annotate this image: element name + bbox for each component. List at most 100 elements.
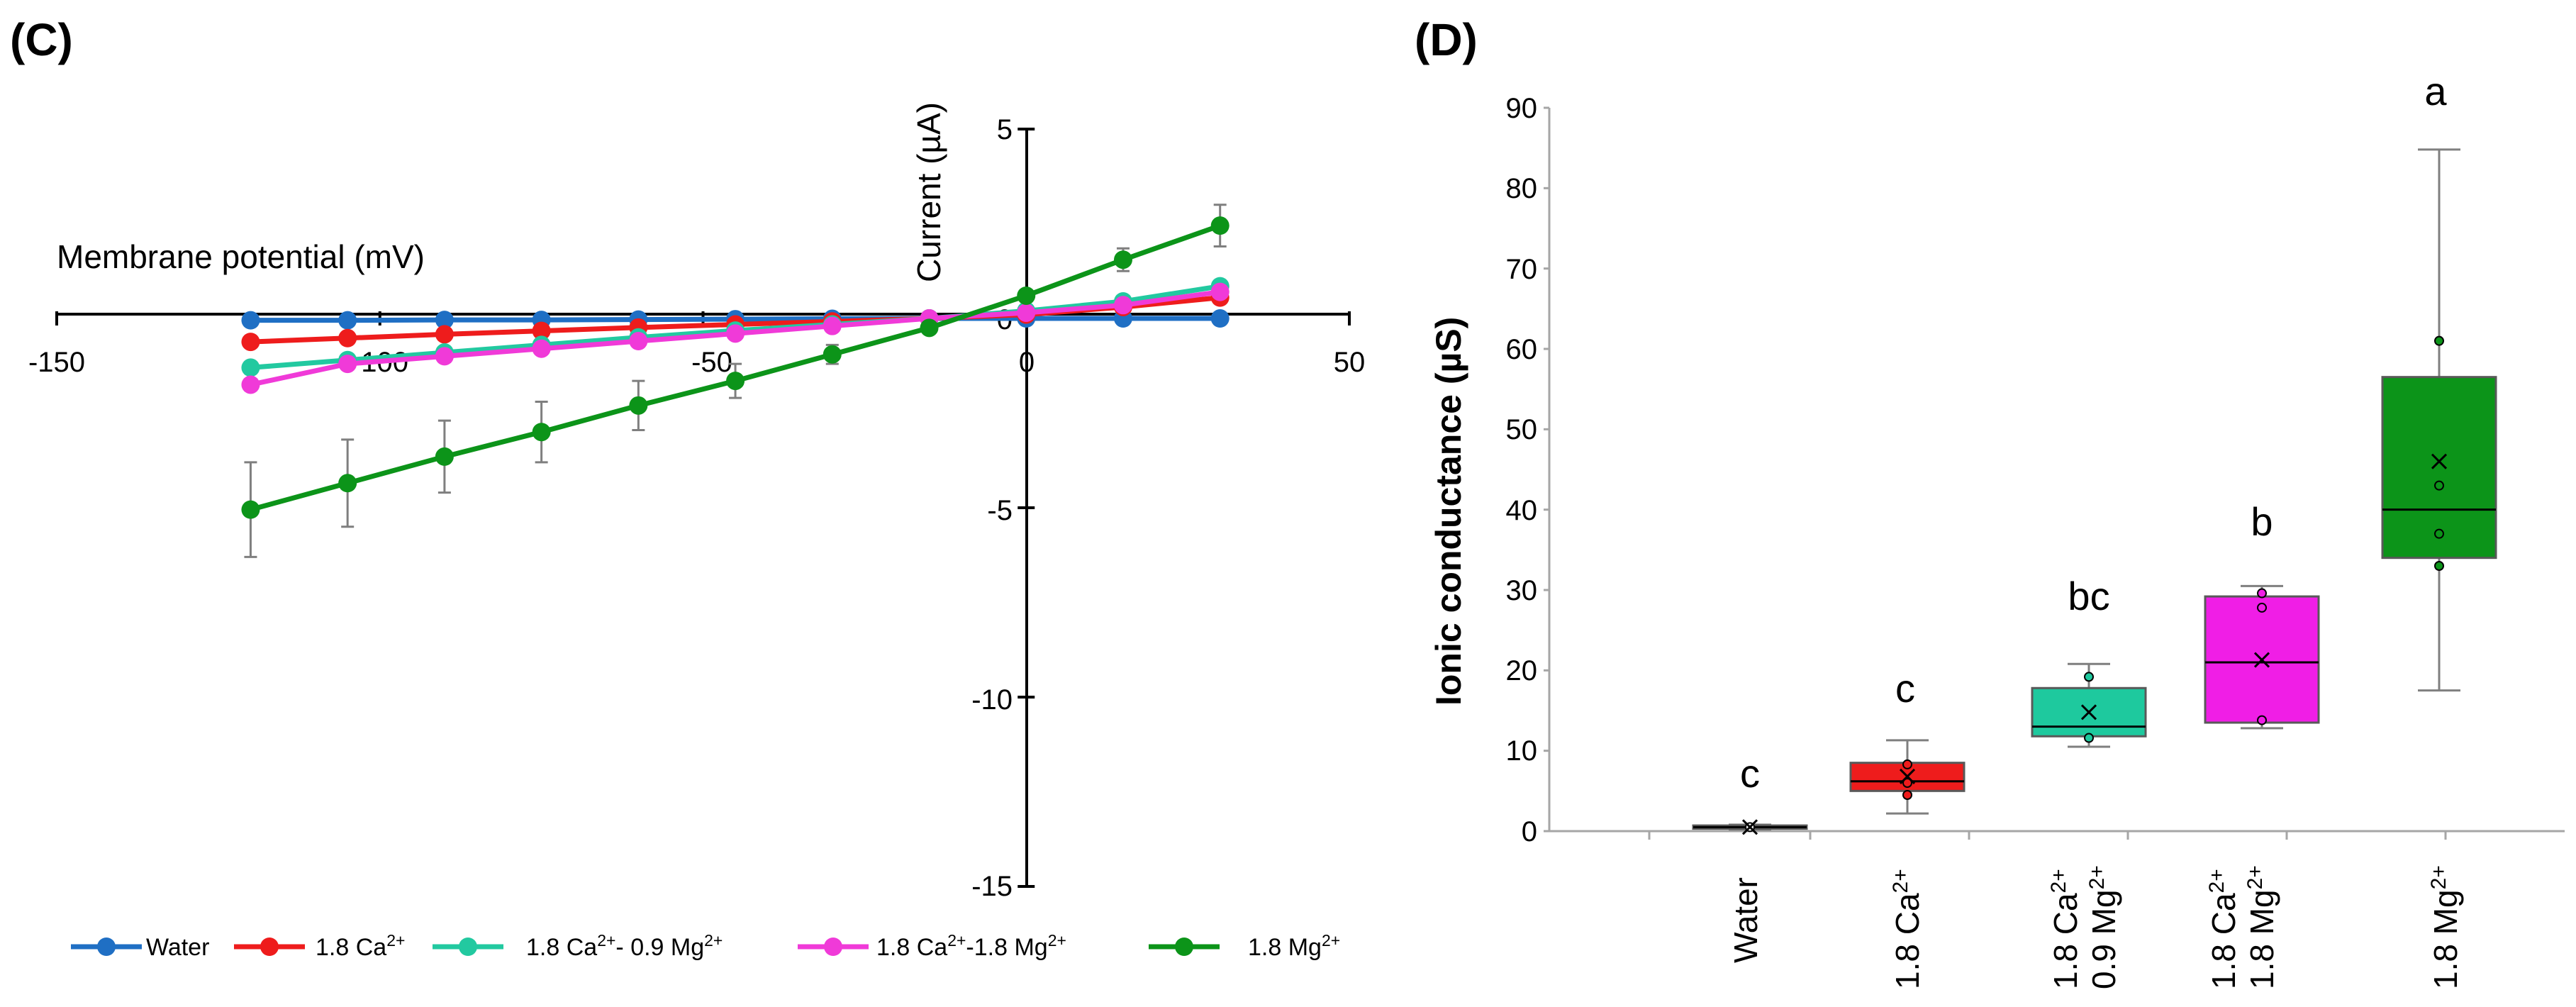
- legend-marker: [260, 938, 279, 956]
- d-box-group: [1692, 148, 2497, 835]
- legend-marker: [824, 938, 842, 956]
- category-label: Water: [1727, 877, 1764, 963]
- y-axis-title: Current (µA): [910, 102, 947, 282]
- mean-marker: [1741, 819, 1758, 835]
- x-tick-label: 50: [1334, 347, 1366, 378]
- data-point: [1902, 778, 1912, 788]
- data-point: [1113, 296, 1132, 315]
- d-y-tick-label: 70: [1506, 254, 1538, 285]
- x-axis-title: Membrane potential (mV): [57, 238, 425, 275]
- data-point: [241, 358, 260, 377]
- data-point: [338, 474, 357, 493]
- data-point: [532, 423, 551, 442]
- data-point: [1902, 759, 1912, 769]
- panel-d-label: (D): [1415, 14, 1478, 65]
- data-point: [338, 355, 357, 374]
- legend-label: 1.8 Ca2+- 0.9 Mg2+: [526, 931, 723, 961]
- category-label: 1.8 Mg2+: [2243, 865, 2280, 989]
- data-point: [2084, 733, 2094, 743]
- data-point: [241, 333, 260, 352]
- data-point: [2434, 561, 2444, 571]
- mean-marker: [2431, 453, 2448, 469]
- data-point: [2434, 480, 2444, 491]
- mean-marker: [2253, 652, 2270, 668]
- data-point: [726, 372, 745, 391]
- data-point: [1017, 286, 1036, 305]
- box-group: [2381, 148, 2497, 692]
- legend-label: 1.8 Mg2+: [1248, 931, 1340, 961]
- y-tick-label: 5: [997, 114, 1013, 145]
- y-tick-label: -10: [971, 684, 1013, 716]
- d-tick-group: [1544, 106, 2447, 840]
- data-point: [435, 347, 454, 366]
- data-point: [532, 321, 551, 340]
- data-point: [532, 339, 551, 358]
- legend-marker: [459, 938, 477, 956]
- data-point: [1113, 250, 1132, 269]
- box-group: [1692, 819, 1808, 835]
- x-tick-label: -150: [28, 347, 85, 378]
- y-tick-label: -5: [987, 495, 1013, 526]
- category-label: 1.8 Ca2+: [1889, 869, 1926, 989]
- d-y-tick-label: 20: [1506, 655, 1538, 686]
- significance-letter: bc: [2068, 574, 2109, 618]
- data-point: [629, 396, 648, 415]
- data-point: [2084, 672, 2094, 682]
- d-y-tick-label: 40: [1506, 495, 1538, 526]
- series: [241, 204, 1230, 558]
- legend-marker: [97, 938, 116, 956]
- y-tick-label: -15: [971, 871, 1013, 902]
- category-label: 1.8 Mg2+: [2427, 865, 2464, 989]
- panel-d: (D) 0 10 20 30 40 50 60 70 80 90 Ionic c…: [1415, 14, 2565, 989]
- data-point: [338, 328, 357, 347]
- d-y-tick-label: 30: [1506, 575, 1538, 606]
- significance-letter: c: [1895, 666, 1915, 711]
- legend-label: 1.8 Ca2+-1.8 Mg2+: [876, 931, 1066, 961]
- c-tick-label-group: -150 -100 -50 0 50 5 0 -5 -10 -15: [28, 114, 1365, 902]
- data-point: [2434, 528, 2444, 539]
- d-y-tick-label: 0: [1522, 816, 1537, 847]
- data-point: [241, 311, 260, 330]
- panel-c: (C) -150 -100 -50 0 50 5 0 -5 -10 -15 Me…: [10, 14, 1365, 961]
- d-y-tick-label: 50: [1506, 414, 1538, 445]
- d-y-tick-label: 60: [1506, 334, 1538, 365]
- significance-letter: c: [1740, 751, 1760, 796]
- c-series-group: [241, 204, 1230, 558]
- data-point: [823, 345, 842, 364]
- significance-letter: b: [2251, 499, 2273, 544]
- data-point: [435, 311, 454, 330]
- d-category-labels: Water 1.8 Ca2+ 1.8 Ca2+ 0.9 Mg2+ 1.8 Ca2…: [1727, 865, 2464, 989]
- data-point: [435, 325, 454, 344]
- data-point: [1210, 282, 1230, 301]
- legend-label: Water: [146, 934, 209, 961]
- data-point: [1017, 303, 1036, 322]
- box-group: [2204, 584, 2320, 730]
- data-point: [338, 311, 357, 330]
- data-point: [1210, 216, 1230, 235]
- d-y-tick-label: 10: [1506, 735, 1538, 767]
- data-point: [823, 316, 842, 335]
- box: [2381, 376, 2497, 560]
- data-point: [241, 500, 260, 519]
- data-point: [920, 318, 939, 338]
- d-y-tick-label: 90: [1506, 93, 1538, 124]
- x-tick-label: -50: [691, 347, 732, 378]
- data-point: [629, 332, 648, 351]
- data-point: [2434, 335, 2444, 346]
- data-point: [1902, 790, 1912, 800]
- data-point: [1210, 309, 1230, 328]
- series: [241, 282, 1230, 394]
- d-y-tick-label: 80: [1506, 173, 1538, 204]
- d-significance-letters: c c bc b a: [1740, 69, 2447, 796]
- category-label: 1.8 Ca2+: [2047, 869, 2084, 989]
- mean-marker: [1899, 768, 1916, 784]
- legend-marker: [1175, 938, 1193, 956]
- panel-c-label: (C): [10, 14, 73, 65]
- box-group: [1849, 739, 1966, 815]
- data-point: [241, 375, 260, 394]
- legend-label: 1.8 Ca2+: [316, 931, 405, 961]
- data-point: [2257, 588, 2267, 599]
- significance-letter: a: [2424, 69, 2447, 113]
- category-label: 1.8 Ca2+: [2205, 869, 2242, 989]
